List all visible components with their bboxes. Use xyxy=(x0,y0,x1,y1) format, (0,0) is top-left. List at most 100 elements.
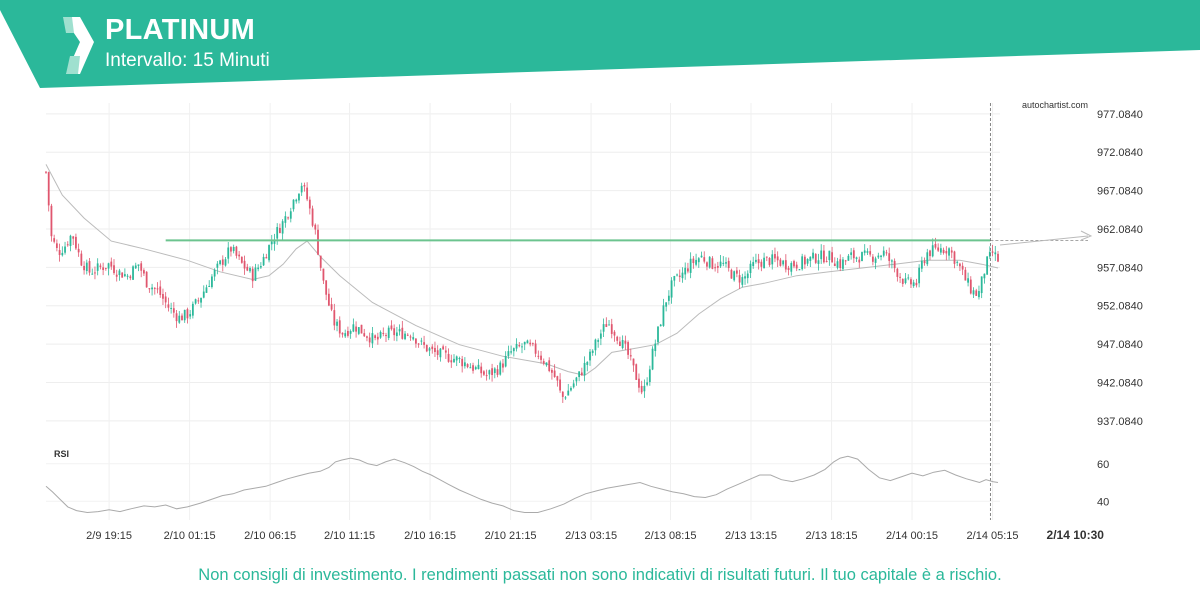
candle xyxy=(232,246,235,252)
candle xyxy=(306,187,309,200)
candle xyxy=(181,315,183,321)
candle xyxy=(798,269,801,271)
forecast-arrow xyxy=(999,230,1093,246)
candle xyxy=(852,250,855,259)
candle xyxy=(254,267,257,281)
candle xyxy=(126,275,129,277)
time-tick-label: 2/14 00:15 xyxy=(886,530,938,542)
candle xyxy=(455,356,458,361)
candle xyxy=(463,362,466,367)
candle xyxy=(96,263,99,271)
candle xyxy=(491,368,493,376)
candle xyxy=(676,274,678,276)
candle xyxy=(651,348,654,370)
price-tick-label: 977.0840 xyxy=(1097,109,1143,121)
candle xyxy=(899,276,901,278)
candle xyxy=(616,336,619,341)
candle xyxy=(132,266,134,280)
time-tick-label: 2/10 16:15 xyxy=(404,530,456,542)
candle xyxy=(379,332,382,338)
candle xyxy=(450,360,453,363)
candle xyxy=(926,252,929,265)
candle xyxy=(602,324,605,332)
candle xyxy=(768,257,771,266)
candle xyxy=(594,339,597,351)
candle xyxy=(374,335,377,339)
rsi-series-line xyxy=(45,455,999,514)
candle xyxy=(143,270,145,274)
candle xyxy=(417,343,420,345)
candle xyxy=(678,275,681,277)
candle xyxy=(436,350,439,355)
candle xyxy=(708,256,711,268)
candle xyxy=(861,252,863,262)
candle xyxy=(88,261,91,273)
candle xyxy=(986,256,989,275)
time-axis: 2/9 19:15 2/10 01:15 2/10 06:15 2/10 11:15 2… xyxy=(86,528,1104,542)
candle xyxy=(45,171,47,173)
candle xyxy=(295,199,298,202)
candle xyxy=(55,243,58,248)
candle xyxy=(828,250,831,261)
candle xyxy=(972,290,975,295)
time-tick-label: 2/10 01:15 xyxy=(164,530,216,542)
candle xyxy=(186,309,189,319)
candle xyxy=(385,335,387,337)
candle xyxy=(553,370,556,377)
candle xyxy=(493,368,496,374)
candle xyxy=(945,251,948,254)
candle xyxy=(716,265,719,268)
candle xyxy=(665,302,668,307)
candle xyxy=(833,263,836,267)
candle xyxy=(706,262,708,267)
candle xyxy=(918,267,921,284)
candle xyxy=(319,255,322,268)
candle xyxy=(66,244,69,246)
candle xyxy=(877,255,880,258)
candle xyxy=(314,224,317,230)
moving-average xyxy=(45,164,999,376)
candle xyxy=(526,340,529,344)
candle xyxy=(627,342,629,355)
candle xyxy=(279,227,281,233)
candle xyxy=(178,315,181,323)
candle xyxy=(415,338,417,344)
candle xyxy=(752,262,755,267)
candle xyxy=(782,260,785,265)
candle xyxy=(855,257,858,259)
candle xyxy=(605,324,608,327)
candle xyxy=(99,265,102,267)
candle xyxy=(529,342,532,345)
candle xyxy=(662,305,665,326)
candle xyxy=(336,321,338,326)
candle xyxy=(477,364,480,370)
candle xyxy=(638,378,640,388)
candle xyxy=(765,256,768,258)
candle xyxy=(912,282,915,287)
candle xyxy=(431,346,434,350)
candle xyxy=(303,185,306,187)
candle xyxy=(134,265,137,269)
candle xyxy=(434,347,436,352)
candle xyxy=(447,353,450,362)
candle xyxy=(153,287,156,289)
candle xyxy=(700,255,703,258)
candle xyxy=(121,272,124,278)
candle xyxy=(695,259,697,265)
candle xyxy=(251,268,254,282)
candle xyxy=(349,331,352,334)
candle xyxy=(629,355,632,357)
candle xyxy=(613,331,616,336)
candle xyxy=(118,270,121,276)
candle xyxy=(289,211,292,219)
candle xyxy=(969,279,972,294)
candle xyxy=(317,229,319,255)
candle xyxy=(58,250,61,255)
candle xyxy=(774,254,776,259)
candle xyxy=(779,259,782,266)
candle xyxy=(823,250,825,263)
candle xyxy=(284,216,287,223)
candle xyxy=(510,351,513,353)
candle xyxy=(444,350,447,353)
candle xyxy=(910,279,912,285)
